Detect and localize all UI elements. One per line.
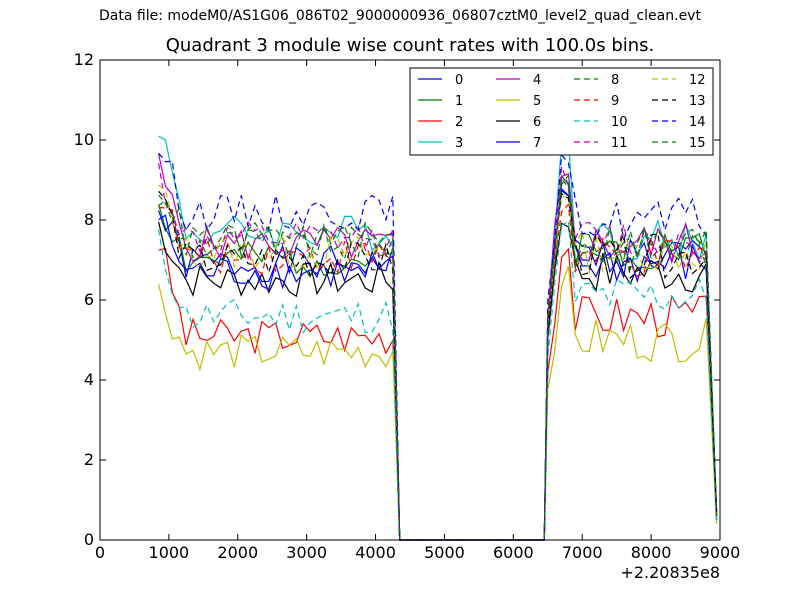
legend-label-13: 13 [689, 94, 706, 109]
legend-label-2: 2 [455, 115, 463, 130]
legend-label-8: 8 [611, 73, 619, 88]
x-tick-label: 4000 [355, 543, 396, 562]
series-line-14 [158, 152, 718, 541]
x-tick-label: 8000 [631, 543, 672, 562]
series-line-9 [158, 203, 718, 541]
y-tick-label: 0 [84, 530, 94, 549]
x-tick-label: 5000 [424, 543, 465, 562]
datafile-title: Data file: modeM0/AS1G06_086T02_90000009… [99, 8, 701, 24]
legend-label-10: 10 [611, 115, 628, 130]
x-offset-label: +2.20835e8 [620, 563, 720, 582]
legend-label-5: 5 [533, 94, 541, 109]
legend-label-14: 14 [689, 115, 706, 130]
series-line-7 [158, 187, 718, 541]
series-line-2 [158, 247, 718, 541]
y-tick-label: 2 [84, 450, 94, 469]
y-tick-label: 8 [84, 210, 94, 229]
series-line-12 [158, 184, 718, 541]
y-tick-label: 10 [74, 130, 94, 149]
legend-label-11: 11 [611, 136, 628, 151]
x-tick-label: 0 [95, 543, 105, 562]
legend-label-15: 15 [689, 136, 706, 151]
y-tick-label: 12 [74, 50, 94, 69]
x-tick-label: 7000 [562, 543, 603, 562]
legend-label-0: 0 [455, 73, 463, 88]
legend-label-7: 7 [533, 136, 541, 151]
legend-label-12: 12 [689, 73, 706, 88]
series-line-3 [158, 135, 718, 541]
axes-layer: 0 1000 2000 3000 4000 5000 6000 7000 8000 9000 0 2 4… [74, 50, 741, 582]
series-line-6 [158, 221, 718, 541]
legend-label-9: 9 [611, 94, 619, 109]
legend-label-1: 1 [455, 94, 463, 109]
legend-label-4: 4 [533, 73, 541, 88]
series-line-15 [158, 173, 718, 541]
series-line-8 [158, 176, 718, 541]
y-tick-label: 4 [84, 370, 94, 389]
legend-label-6: 6 [533, 115, 541, 130]
x-tick-label: 9000 [700, 543, 741, 562]
y-tick-label: 6 [84, 290, 94, 309]
x-tick-label: 1000 [149, 543, 190, 562]
x-tick-label: 6000 [493, 543, 534, 562]
series-line-5 [158, 266, 718, 541]
x-tick-label: 2000 [217, 543, 258, 562]
series-line-13 [158, 190, 718, 541]
chart-title: Quadrant 3 module wise count rates with … [165, 35, 655, 56]
x-tick-label: 3000 [286, 543, 327, 562]
series-layer [158, 135, 718, 541]
legend-box [409, 67, 714, 156]
legend-label-3: 3 [455, 136, 463, 151]
series-line-10 [158, 219, 718, 541]
